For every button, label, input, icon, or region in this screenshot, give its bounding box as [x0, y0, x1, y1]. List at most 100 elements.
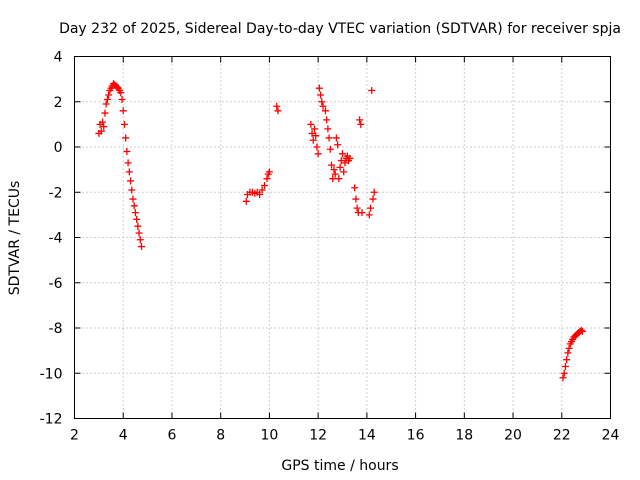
x-tick-label: 20 [504, 428, 522, 444]
data-point [330, 166, 338, 174]
y-tick-label: 2 [54, 95, 63, 111]
y-axis-label: SDTVAR / TECUs [7, 181, 23, 296]
data-point [129, 195, 137, 203]
data-point [310, 125, 318, 133]
data-point [326, 145, 334, 153]
y-tick-label: -2 [49, 185, 63, 201]
data-point [357, 120, 365, 128]
data-point [564, 349, 572, 357]
x-tick-label: 4 [119, 428, 128, 444]
data-point [370, 188, 378, 196]
data-point [242, 197, 250, 205]
data-point [97, 127, 105, 135]
x-tick-label: 24 [602, 428, 620, 444]
data-point [356, 116, 364, 124]
data-point [105, 91, 113, 99]
data-point [134, 222, 142, 230]
data-point [315, 84, 323, 92]
y-tick-label: -12 [40, 412, 63, 428]
x-axis-label: GPS time / hours [281, 458, 398, 474]
data-point [331, 170, 339, 178]
data-point [332, 134, 340, 142]
data-point [307, 120, 315, 128]
data-point [119, 107, 127, 115]
x-tick-label: 10 [260, 428, 278, 444]
data-point [131, 209, 139, 217]
data-point [133, 215, 141, 223]
data-point [352, 195, 360, 203]
data-point [274, 107, 282, 115]
x-tick-label: 18 [455, 428, 473, 444]
data-point [367, 204, 375, 212]
data-point [324, 125, 332, 133]
data-point [117, 89, 125, 97]
data-point [346, 154, 354, 162]
data-point [130, 202, 138, 210]
data-point [578, 327, 586, 335]
data-point [103, 95, 111, 103]
data-point [559, 374, 567, 382]
data-point [314, 150, 322, 158]
x-tick-label: 14 [358, 428, 376, 444]
data-point [120, 120, 128, 128]
data-points [95, 80, 586, 382]
data-point [325, 134, 333, 142]
x-tick-label: 2 [70, 428, 79, 444]
data-point [560, 369, 568, 377]
data-point [339, 150, 346, 158]
data-point [100, 123, 108, 131]
x-tick-label: 22 [553, 428, 571, 444]
data-point [273, 102, 281, 110]
y-tick-label: -6 [49, 276, 63, 292]
data-point [125, 168, 133, 176]
data-point [313, 143, 321, 151]
data-point [561, 362, 569, 370]
data-point [123, 148, 131, 156]
data-point [329, 175, 337, 183]
y-tick-label: 4 [54, 50, 63, 66]
data-point [351, 184, 359, 192]
y-tick-label: -10 [40, 366, 63, 382]
data-point [318, 98, 326, 106]
data-point [368, 86, 376, 94]
data-point [258, 186, 266, 194]
data-point [565, 344, 573, 352]
x-tick-label: 16 [407, 428, 425, 444]
data-point [138, 243, 145, 251]
y-tick-label: 0 [54, 140, 63, 156]
data-point [365, 211, 373, 219]
data-point [312, 132, 320, 140]
data-point [337, 157, 345, 165]
x-tick-label: 8 [216, 428, 225, 444]
data-point [124, 159, 132, 167]
data-point [334, 141, 342, 149]
data-point [328, 161, 336, 169]
data-point [265, 168, 273, 176]
data-point [261, 181, 269, 189]
data-point [99, 118, 107, 126]
data-point [122, 134, 130, 142]
data-point [102, 100, 110, 108]
data-point [321, 107, 329, 115]
data-point [319, 102, 327, 110]
data-point [308, 129, 316, 137]
plot-frame [74, 56, 611, 419]
data-point [353, 204, 361, 212]
data-point [101, 109, 109, 117]
data-point [263, 175, 271, 183]
data-point [127, 177, 135, 185]
data-point [309, 136, 317, 144]
data-point [135, 229, 143, 237]
data-point [340, 168, 348, 176]
data-point [341, 159, 349, 167]
y-tick-label: -4 [49, 231, 63, 247]
data-point [563, 356, 571, 364]
data-point [128, 186, 136, 194]
data-point [317, 91, 325, 99]
data-point [336, 163, 344, 171]
data-point [577, 326, 585, 334]
data-point [323, 116, 331, 124]
data-point [358, 209, 366, 217]
